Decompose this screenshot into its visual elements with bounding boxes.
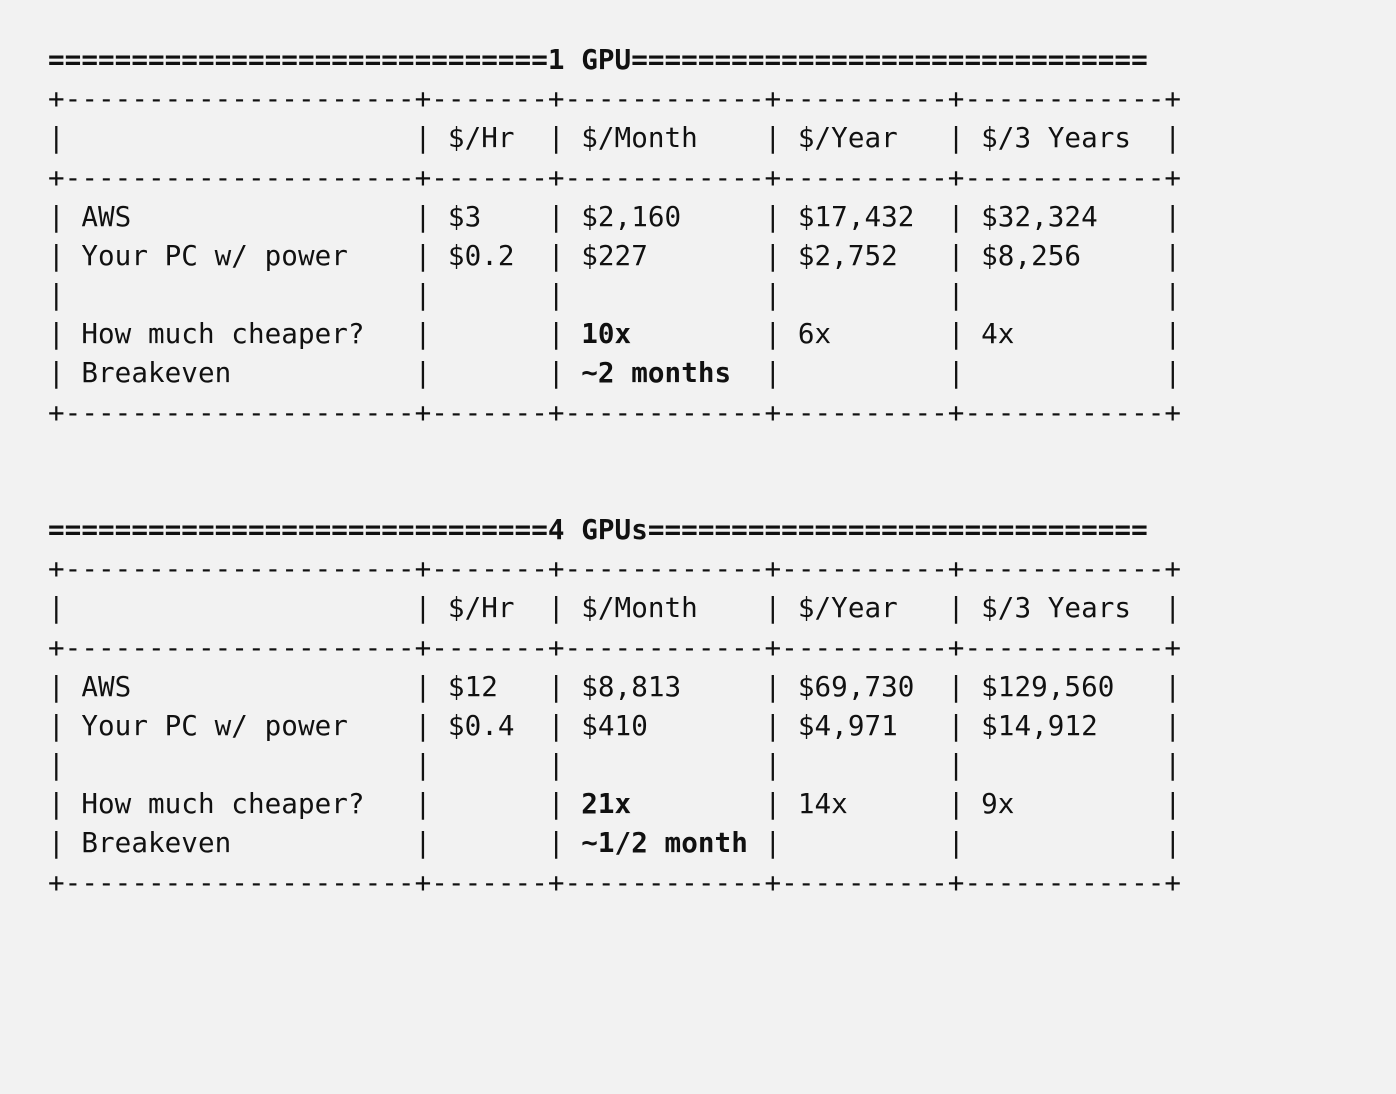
gpu-cost-ascii-tables: ==============================1 GPU=====… [48, 40, 1348, 902]
